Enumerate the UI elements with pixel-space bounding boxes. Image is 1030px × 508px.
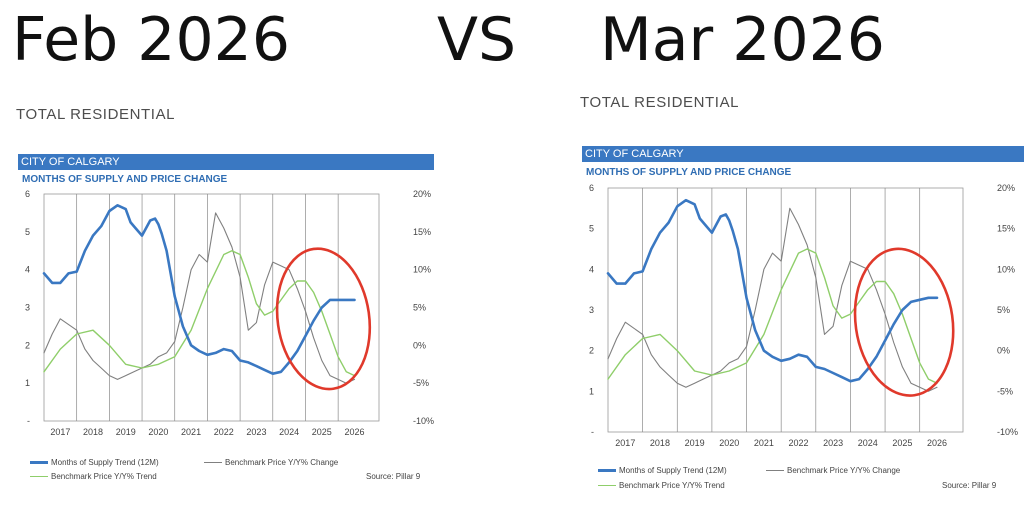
y-left-tick-label: - — [27, 416, 30, 426]
series-benchmark-trend-line — [607, 248, 938, 384]
legend-swatch-green — [30, 476, 48, 478]
x-tick-label: 2025 — [892, 438, 912, 448]
y-right-tick-label: 10% — [413, 265, 431, 275]
y-right-tick-label: 20% — [997, 183, 1015, 193]
chart-panel-mar: TOTAL RESIDENTIAL CITY OF CALGARY MONTHS… — [578, 94, 1024, 494]
legend-label: Months of Supply Trend (12M) — [619, 466, 727, 475]
headline-vs: VS — [437, 5, 517, 75]
city-label-bar: CITY OF CALGARY — [582, 146, 1024, 162]
section-title: TOTAL RESIDENTIAL — [16, 106, 176, 123]
y-left-tick-label: 6 — [25, 189, 30, 199]
y-left-tick-label: 6 — [589, 183, 594, 193]
x-tick-label: 2022 — [788, 438, 808, 448]
y-left-tick-label: 4 — [589, 264, 594, 274]
plot-frame — [607, 187, 964, 433]
y-right-tick-label: -10% — [413, 416, 434, 426]
legend-label: Months of Supply Trend (12M) — [51, 458, 159, 467]
x-tick-label: 2020 — [719, 438, 739, 448]
city-label-bar: CITY OF CALGARY — [18, 154, 434, 170]
y-left-tick-label: 1 — [589, 386, 594, 396]
legend-swatch-green — [598, 485, 616, 487]
x-tick-label: 2018 — [83, 427, 103, 437]
y-right-tick-label: -10% — [997, 427, 1018, 437]
y-left-tick-label: 3 — [589, 305, 594, 315]
y-left-tick-label: 1 — [25, 378, 30, 388]
chart-panel-feb: TOTAL RESIDENTIAL CITY OF CALGARY MONTHS… — [14, 106, 434, 486]
y-left-tick-label: 5 — [589, 224, 594, 234]
legend-benchmark-change: Benchmark Price Y/Y% Change — [766, 466, 900, 475]
y-right-tick-label: 5% — [997, 305, 1010, 315]
source-note: Source: Pillar 9 — [942, 481, 997, 490]
y-right-tick-label: 20% — [413, 189, 431, 199]
series-months-of-supply-line — [606, 198, 939, 383]
x-tick-label: 2017 — [50, 427, 70, 437]
chart-title: MONTHS OF SUPPLY AND PRICE CHANGE — [586, 167, 792, 178]
chart-title: MONTHS OF SUPPLY AND PRICE CHANGE — [22, 174, 228, 185]
source-note: Source: Pillar 9 — [366, 472, 421, 481]
y-right-tick-label: 15% — [997, 224, 1015, 234]
legend-label: Benchmark Price Y/Y% Change — [787, 466, 901, 475]
y-left-tick-label: 2 — [25, 340, 30, 350]
legend-benchmark-change: Benchmark Price Y/Y% Change — [204, 458, 338, 467]
legend-swatch-blue — [30, 461, 48, 465]
series-benchmark-change-line — [607, 207, 938, 392]
x-tick-label: 2019 — [685, 438, 705, 448]
x-tick-label: 2017 — [615, 438, 635, 448]
y-left-tick-label: - — [591, 427, 594, 437]
x-tick-label: 2023 — [823, 438, 843, 448]
section-title: TOTAL RESIDENTIAL — [580, 94, 740, 111]
x-tick-label: 2022 — [214, 427, 234, 437]
x-tick-label: 2019 — [116, 427, 136, 437]
headline-feb-2026: Feb 2026 — [12, 5, 290, 75]
x-tick-label: 2024 — [858, 438, 878, 448]
y-right-tick-label: -5% — [997, 386, 1013, 396]
series-months-of-supply-line — [42, 203, 356, 375]
y-right-tick-label: 15% — [413, 227, 431, 237]
y-left-tick-label: 2 — [589, 346, 594, 356]
series-benchmark-change-line — [43, 212, 356, 384]
x-tick-label: 2026 — [344, 427, 364, 437]
x-tick-label: 2026 — [927, 438, 947, 448]
chart-plot-mar: 2017 2018 2019 2020 2021 2022 2023 2024 2025 2026… — [589, 183, 1018, 448]
legend-swatch-gray — [204, 462, 222, 464]
x-tick-label: 2021 — [181, 427, 201, 437]
annotation-circle — [853, 247, 955, 397]
legend-months-of-supply: Months of Supply Trend (12M) — [30, 458, 159, 467]
legend-benchmark-trend: Benchmark Price Y/Y% Trend — [30, 472, 157, 481]
x-tick-label: 2024 — [279, 427, 299, 437]
y-left-tick-label: 4 — [25, 265, 30, 275]
y-right-tick-label: -5% — [413, 378, 429, 388]
legend-months-of-supply: Months of Supply Trend (12M) — [598, 466, 727, 475]
annotation-circle — [275, 247, 372, 391]
x-tick-label: 2023 — [246, 427, 266, 437]
y-right-tick-label: 10% — [997, 264, 1015, 274]
y-right-tick-label: 0% — [997, 346, 1010, 356]
legend-swatch-gray — [766, 470, 784, 472]
x-tick-label: 2020 — [148, 427, 168, 437]
chart-plot-feb: 2017 2018 2019 2020 2021 2022 2023 2024 2025 2026… — [25, 189, 434, 437]
x-tick-label: 2025 — [312, 427, 332, 437]
plot-frame — [43, 193, 380, 422]
legend-benchmark-trend: Benchmark Price Y/Y% Trend — [598, 481, 725, 490]
x-tick-label: 2018 — [650, 438, 670, 448]
y-right-tick-label: 5% — [413, 303, 426, 313]
series-benchmark-trend-line — [43, 250, 356, 377]
y-right-tick-label: 0% — [413, 340, 426, 350]
legend-label: Benchmark Price Y/Y% Change — [225, 458, 339, 467]
headline-mar-2026: Mar 2026 — [600, 5, 885, 75]
legend-label: Benchmark Price Y/Y% Trend — [51, 472, 157, 481]
legend-label: Benchmark Price Y/Y% Trend — [619, 481, 725, 490]
x-tick-label: 2021 — [754, 438, 774, 448]
y-left-tick-label: 3 — [25, 303, 30, 313]
y-left-tick-label: 5 — [25, 227, 30, 237]
legend-swatch-blue — [598, 469, 616, 473]
